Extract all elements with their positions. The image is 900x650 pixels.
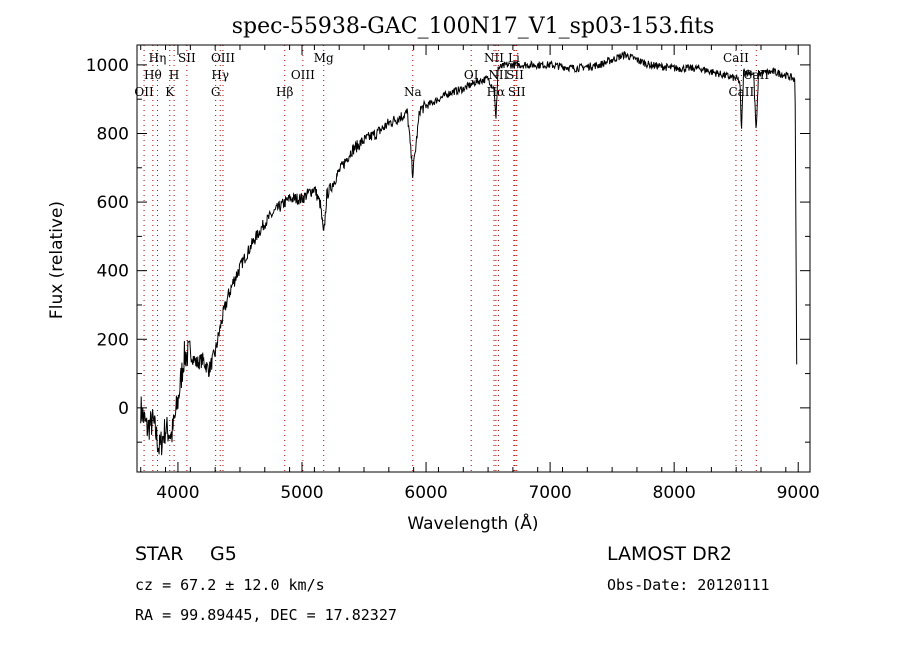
survey-name: LAMOST DR2: [607, 543, 732, 565]
line-label: CaII: [723, 51, 749, 65]
line-label: SII: [178, 51, 196, 65]
y-tick-label: 600: [97, 193, 129, 213]
line-label: NII: [488, 68, 508, 82]
line-label: K: [165, 85, 175, 99]
line-label: Hγ: [211, 68, 229, 82]
y-tick-label: 1000: [86, 56, 129, 76]
x-tick-label: 4000: [156, 483, 199, 503]
y-tick-label: 400: [97, 262, 129, 282]
y-tick-label: 0: [118, 399, 129, 419]
axis-ticks: 4000 5000 6000 7000 8000 9000 0 200 400 600 800 100…: [86, 45, 820, 503]
x-tick-label: 9000: [777, 483, 820, 503]
line-label: Li: [508, 51, 520, 65]
line-label: Hβ: [276, 85, 293, 99]
plot-frame: [136, 44, 811, 473]
line-label: G: [211, 85, 221, 99]
line-label: SII: [508, 85, 526, 99]
line-label: NII: [484, 51, 504, 65]
line-label: H: [169, 68, 179, 82]
line-label: Hθ: [144, 68, 162, 82]
object-class: STAR: [135, 543, 183, 565]
y-tick-label: 200: [97, 330, 129, 350]
line-label: OI: [464, 68, 479, 82]
line-label: OIII: [211, 51, 235, 65]
x-tick-label: 6000: [404, 483, 447, 503]
chart-title: spec-55938-GAC_100N17_V1_sp03-153.fits: [232, 14, 715, 39]
line-label: CaII: [728, 85, 754, 99]
y-axis-label: Flux (relative): [47, 201, 67, 319]
x-tick-label: 5000: [280, 483, 323, 503]
redshift-text: cz = 67.2 ± 12.0 km/s: [135, 576, 325, 594]
x-axis-label: Wavelength (Å): [407, 512, 538, 534]
line-label: Mg: [314, 51, 334, 65]
line-label: Na: [404, 85, 422, 99]
line-label: OIII: [291, 68, 315, 82]
x-tick-label: 7000: [528, 483, 571, 503]
line-label: OII: [134, 85, 154, 99]
ra-dec: RA = 99.89445, DEC = 17.82327: [135, 606, 397, 624]
y-tick-label: 800: [97, 124, 129, 144]
object-subclass: G5: [210, 543, 237, 565]
x-tick-label: 8000: [653, 483, 696, 503]
line-label: Hα: [487, 85, 506, 99]
spectral-lines: OIIHθHηKHSIIGHγOIIIHβOIIIMgNaOINIIHαNIIL…: [134, 45, 769, 472]
line-label: Hη: [149, 51, 167, 65]
obs-date: Obs-Date: 20120111: [607, 576, 770, 594]
line-label: SII: [506, 68, 524, 82]
spectrum-series: [140, 51, 798, 456]
